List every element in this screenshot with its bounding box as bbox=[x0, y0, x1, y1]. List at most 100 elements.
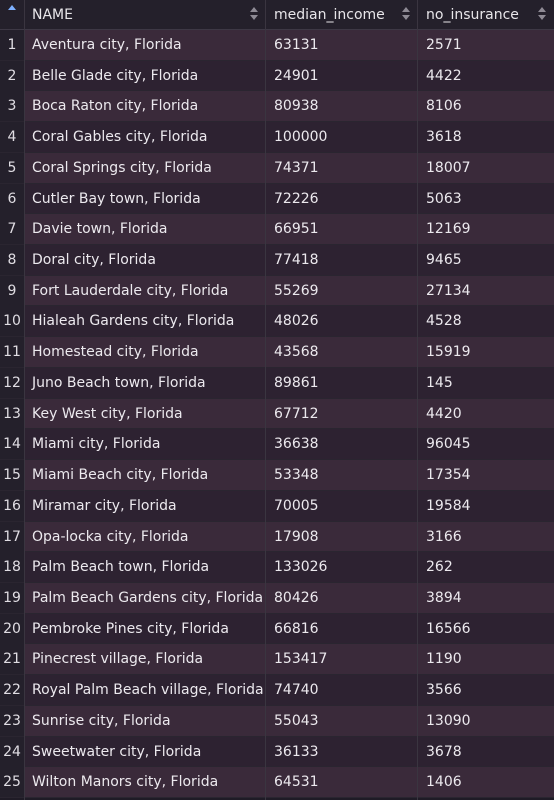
table-row[interactable]: 25 Wilton Manors city, Florida 64531 1406 bbox=[0, 767, 554, 798]
median-income-cell: 53348 bbox=[274, 467, 319, 484]
median-income-cell: 55043 bbox=[274, 712, 319, 729]
table-row[interactable]: 13 Key West city, Florida 67712 4420 bbox=[0, 398, 554, 430]
name-cell: Cutler Bay town, Florida bbox=[32, 190, 201, 207]
median-income-cell: 66816 bbox=[274, 620, 319, 637]
header-name-column[interactable]: NAME bbox=[24, 0, 266, 29]
no-insurance-cell: 27134 bbox=[426, 282, 471, 299]
median-income-cell: 67712 bbox=[274, 405, 319, 422]
median-income-cell: 55269 bbox=[274, 282, 319, 299]
sort-ascending-icon[interactable] bbox=[8, 5, 16, 10]
no-insurance-cell: 4422 bbox=[426, 67, 462, 84]
row-index-cell: 13 bbox=[0, 398, 24, 429]
column-divider[interactable] bbox=[24, 0, 25, 800]
table-row[interactable]: 9 Fort Lauderdale city, Florida 55269 27134 bbox=[0, 275, 554, 307]
no-insurance-cell: 3618 bbox=[426, 129, 462, 146]
table-header: NAME median_income no_insurance bbox=[0, 0, 554, 30]
table-row[interactable]: 4 Coral Gables city, Florida 100000 3618 bbox=[0, 122, 554, 153]
no-insurance-cell: 8106 bbox=[426, 98, 462, 115]
table-row[interactable]: 2 Belle Glade city, Florida 24901 4422 bbox=[0, 60, 554, 92]
row-index-cell: 12 bbox=[0, 367, 24, 398]
name-cell: Juno Beach town, Florida bbox=[32, 374, 206, 391]
row-index-cell: 10 bbox=[0, 306, 24, 337]
row-index-cell: 21 bbox=[0, 644, 24, 675]
row-index-cell: 14 bbox=[0, 429, 24, 460]
table-row[interactable]: 16 Miramar city, Florida 70005 19584 bbox=[0, 490, 554, 522]
row-index-cell: 3 bbox=[0, 91, 24, 122]
name-cell: Opa-locka city, Florida bbox=[32, 528, 189, 545]
median-income-cell: 66951 bbox=[274, 221, 319, 238]
sort-updown-icon[interactable] bbox=[250, 6, 258, 22]
row-index-cell: 23 bbox=[0, 705, 24, 736]
median-income-cell: 133026 bbox=[274, 559, 328, 576]
table-row[interactable]: 18 Palm Beach town, Florida 133026 262 bbox=[0, 552, 554, 583]
row-index-cell: 7 bbox=[0, 214, 24, 245]
column-divider[interactable] bbox=[265, 0, 266, 800]
row-index-cell: 8 bbox=[0, 245, 24, 276]
name-cell: Wilton Manors city, Florida bbox=[32, 774, 219, 791]
median-income-cell: 89861 bbox=[274, 374, 319, 391]
no-insurance-cell: 12169 bbox=[426, 221, 471, 238]
no-insurance-cell: 3678 bbox=[426, 743, 462, 760]
no-insurance-cell: 3166 bbox=[426, 528, 462, 545]
table-row[interactable]: 11 Homestead city, Florida 43568 15919 bbox=[0, 337, 554, 368]
name-cell: Fort Lauderdale city, Florida bbox=[32, 282, 229, 299]
table-row[interactable]: 12 Juno Beach town, Florida 89861 145 bbox=[0, 367, 554, 399]
sort-updown-icon[interactable] bbox=[538, 6, 546, 22]
median-income-cell: 100000 bbox=[274, 129, 328, 146]
name-cell: Palm Beach Gardens city, Florida bbox=[32, 589, 264, 606]
header-median-income-column[interactable]: median_income bbox=[266, 0, 418, 29]
median-income-cell: 80938 bbox=[274, 98, 319, 115]
table-row[interactable]: 14 Miami city, Florida 36638 96045 bbox=[0, 429, 554, 461]
no-insurance-cell: 1190 bbox=[426, 651, 462, 668]
name-cell: Boca Raton city, Florida bbox=[32, 98, 199, 115]
no-insurance-cell: 16566 bbox=[426, 620, 471, 637]
row-index-cell: 15 bbox=[0, 460, 24, 491]
header-index-column[interactable] bbox=[0, 0, 24, 29]
median-income-cell: 17908 bbox=[274, 528, 319, 545]
median-income-cell: 80426 bbox=[274, 589, 319, 606]
table-row[interactable]: 24 Sweetwater city, Florida 36133 3678 bbox=[0, 736, 554, 768]
sort-updown-icon[interactable] bbox=[402, 6, 410, 22]
table-row[interactable]: 17 Opa-locka city, Florida 17908 3166 bbox=[0, 521, 554, 553]
row-index-cell: 24 bbox=[0, 736, 24, 767]
name-cell: Coral Gables city, Florida bbox=[32, 129, 208, 146]
no-insurance-cell: 9465 bbox=[426, 252, 462, 269]
row-index-cell: 9 bbox=[0, 275, 24, 306]
row-index-cell: 5 bbox=[0, 152, 24, 183]
no-insurance-cell: 19584 bbox=[426, 497, 471, 514]
table-row[interactable]: 6 Cutler Bay town, Florida 72226 5063 bbox=[0, 183, 554, 215]
header-name-label: NAME bbox=[32, 7, 73, 23]
row-index-cell: 4 bbox=[0, 122, 24, 153]
no-insurance-cell: 3566 bbox=[426, 682, 462, 699]
header-no-insurance-label: no_insurance bbox=[426, 7, 519, 23]
table-row[interactable]: 1 Aventura city, Florida 63131 2571 bbox=[0, 30, 554, 61]
row-index-cell: 20 bbox=[0, 613, 24, 644]
table-row[interactable]: 22 Royal Palm Beach village, Florida 74740… bbox=[0, 675, 554, 706]
table-row[interactable]: 21 Pinecrest village, Florida 153417 1190 bbox=[0, 644, 554, 676]
name-cell: Miami city, Florida bbox=[32, 436, 161, 453]
table-row[interactable]: 20 Pembroke Pines city, Florida 66816 16566 bbox=[0, 613, 554, 645]
table-row[interactable]: 15 Miami Beach city, Florida 53348 17354 bbox=[0, 460, 554, 491]
median-income-cell: 24901 bbox=[274, 67, 319, 84]
header-no-insurance-column[interactable]: no_insurance bbox=[418, 0, 554, 29]
no-insurance-cell: 4528 bbox=[426, 313, 462, 330]
table-row[interactable]: 8 Doral city, Florida 77418 9465 bbox=[0, 245, 554, 276]
no-insurance-cell: 3894 bbox=[426, 589, 462, 606]
table-row[interactable]: 5 Coral Springs city, Florida 74371 18007 bbox=[0, 152, 554, 184]
no-insurance-cell: 15919 bbox=[426, 344, 471, 361]
no-insurance-cell: 145 bbox=[426, 374, 453, 391]
median-income-cell: 74371 bbox=[274, 159, 319, 176]
table-row[interactable]: 7 Davie town, Florida 66951 12169 bbox=[0, 214, 554, 246]
row-index-cell: 17 bbox=[0, 521, 24, 552]
name-cell: Davie town, Florida bbox=[32, 221, 168, 238]
table-row[interactable]: 23 Sunrise city, Florida 55043 13090 bbox=[0, 705, 554, 737]
table-body: 1 Aventura city, Florida 63131 2571 2 Belle G… bbox=[0, 30, 554, 798]
row-index-cell: 16 bbox=[0, 490, 24, 521]
median-income-cell: 77418 bbox=[274, 252, 319, 269]
column-divider[interactable] bbox=[417, 0, 418, 800]
table-row[interactable]: 10 Hialeah Gardens city, Florida 48026 4528 bbox=[0, 306, 554, 338]
table-row[interactable]: 3 Boca Raton city, Florida 80938 8106 bbox=[0, 91, 554, 123]
name-cell: Aventura city, Florida bbox=[32, 37, 182, 53]
median-income-cell: 64531 bbox=[274, 774, 319, 791]
table-row[interactable]: 19 Palm Beach Gardens city, Florida 80426 3… bbox=[0, 582, 554, 614]
